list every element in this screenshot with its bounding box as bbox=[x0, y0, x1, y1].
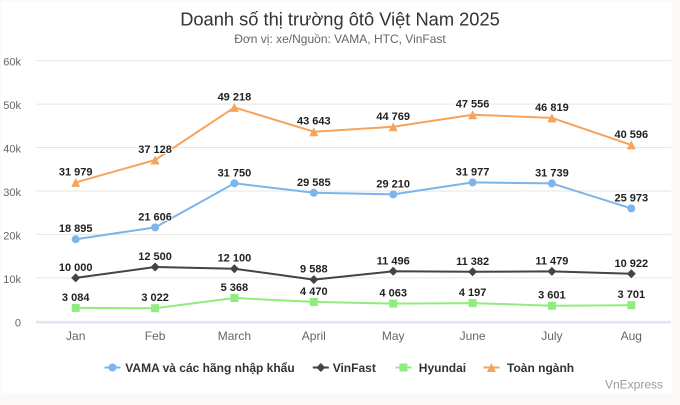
svg-text:12 100: 12 100 bbox=[218, 253, 252, 265]
svg-text:4 470: 4 470 bbox=[300, 286, 328, 298]
svg-text:29 585: 29 585 bbox=[297, 177, 331, 189]
svg-text:30k: 30k bbox=[3, 187, 21, 199]
svg-text:20k: 20k bbox=[3, 230, 21, 242]
svg-text:29 210: 29 210 bbox=[376, 178, 410, 190]
svg-text:46 819: 46 819 bbox=[535, 102, 569, 114]
svg-text:31 979: 31 979 bbox=[59, 166, 93, 178]
svg-text:March: March bbox=[218, 329, 251, 343]
svg-text:49 218: 49 218 bbox=[218, 91, 252, 103]
svg-text:10 922: 10 922 bbox=[614, 258, 648, 270]
svg-text:VinFast: VinFast bbox=[333, 361, 376, 375]
svg-text:Toàn ngành: Toàn ngành bbox=[507, 361, 574, 375]
svg-text:21 606: 21 606 bbox=[138, 211, 172, 223]
svg-text:18 895: 18 895 bbox=[59, 223, 93, 235]
svg-text:3 022: 3 022 bbox=[141, 292, 169, 304]
svg-text:3 601: 3 601 bbox=[538, 290, 566, 302]
svg-text:June: June bbox=[460, 329, 486, 343]
svg-text:44 769: 44 769 bbox=[376, 111, 410, 123]
svg-text:31 750: 31 750 bbox=[218, 167, 252, 179]
svg-text:April: April bbox=[302, 329, 326, 343]
svg-text:47 556: 47 556 bbox=[456, 99, 490, 111]
svg-text:40 596: 40 596 bbox=[614, 129, 648, 141]
svg-text:10k: 10k bbox=[3, 274, 21, 286]
svg-text:31 977: 31 977 bbox=[456, 166, 490, 178]
svg-text:4 197: 4 197 bbox=[459, 287, 487, 299]
svg-text:11 479: 11 479 bbox=[535, 255, 568, 267]
svg-text:Jan: Jan bbox=[66, 329, 85, 343]
svg-text:37 128: 37 128 bbox=[138, 144, 172, 156]
svg-text:11 496: 11 496 bbox=[377, 255, 410, 267]
svg-text:5 368: 5 368 bbox=[221, 282, 249, 294]
svg-text:VnExpress: VnExpress bbox=[605, 378, 663, 392]
svg-text:3 701: 3 701 bbox=[618, 289, 646, 301]
svg-text:0: 0 bbox=[15, 317, 21, 329]
svg-text:3 084: 3 084 bbox=[62, 292, 90, 304]
svg-text:May: May bbox=[382, 329, 405, 343]
svg-text:9 588: 9 588 bbox=[300, 264, 328, 276]
svg-text:4 063: 4 063 bbox=[379, 288, 407, 300]
svg-text:10 000: 10 000 bbox=[59, 262, 93, 274]
svg-text:Aug: Aug bbox=[621, 329, 642, 343]
svg-text:Hyundai: Hyundai bbox=[419, 361, 466, 375]
svg-text:50k: 50k bbox=[3, 100, 21, 112]
svg-text:Feb: Feb bbox=[145, 329, 166, 343]
svg-text:12 500: 12 500 bbox=[138, 251, 172, 263]
svg-text:VAMA và các hãng nhập khẩu: VAMA và các hãng nhập khẩu bbox=[125, 361, 294, 375]
svg-text:43 643: 43 643 bbox=[297, 116, 331, 128]
svg-text:Doanh số thị trường ôtô Việt N: Doanh số thị trường ôtô Việt Nam 2025 bbox=[180, 9, 500, 30]
svg-text:31 739: 31 739 bbox=[535, 167, 569, 179]
svg-text:July: July bbox=[541, 329, 562, 343]
svg-text:40k: 40k bbox=[3, 144, 21, 156]
svg-text:Đơn vị: xe/Nguồn: VAMA, HTC, V: Đơn vị: xe/Nguồn: VAMA, HTC, VinFast bbox=[234, 32, 446, 46]
svg-text:25 973: 25 973 bbox=[614, 192, 648, 204]
svg-text:11 382: 11 382 bbox=[456, 256, 489, 268]
svg-text:60k: 60k bbox=[3, 57, 21, 69]
